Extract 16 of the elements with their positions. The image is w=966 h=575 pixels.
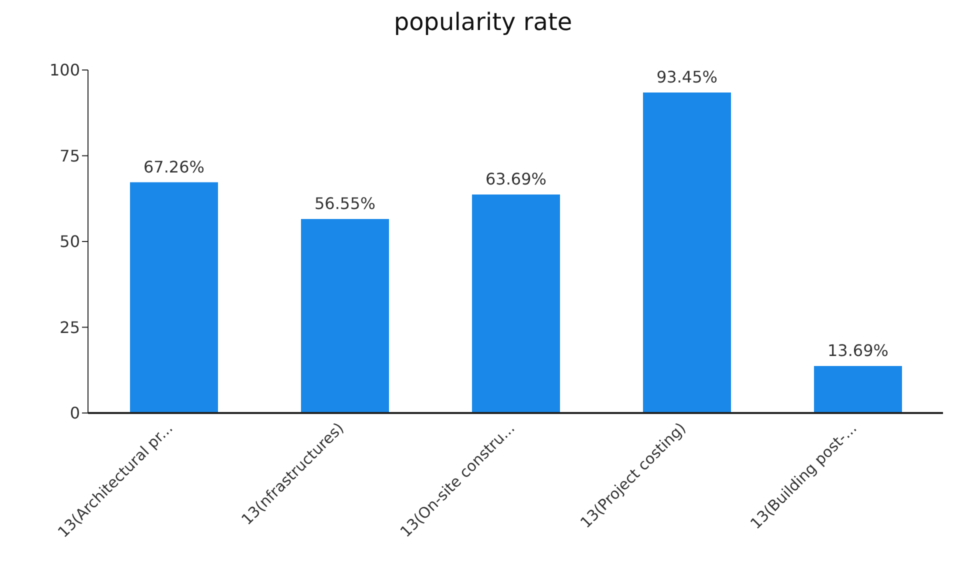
chart-title: popularity rate bbox=[392, 8, 574, 38]
data-label: 93.45% bbox=[656, 67, 718, 86]
y-tick-label: 75 bbox=[60, 146, 80, 166]
data-label: 13.69% bbox=[827, 341, 889, 360]
bar bbox=[472, 194, 560, 413]
bar bbox=[814, 366, 902, 413]
data-label: 56.55% bbox=[314, 194, 376, 214]
y-tick-label: 100 bbox=[49, 60, 80, 80]
y-tick-label: 25 bbox=[60, 318, 80, 337]
y-tick-label: 0 bbox=[70, 404, 80, 423]
bar bbox=[643, 92, 731, 413]
data-label: 63.69% bbox=[485, 170, 547, 189]
data-label: 67.26% bbox=[143, 157, 205, 176]
bar bbox=[301, 219, 389, 413]
y-tick-label: 50 bbox=[60, 232, 80, 252]
bar bbox=[130, 182, 218, 413]
